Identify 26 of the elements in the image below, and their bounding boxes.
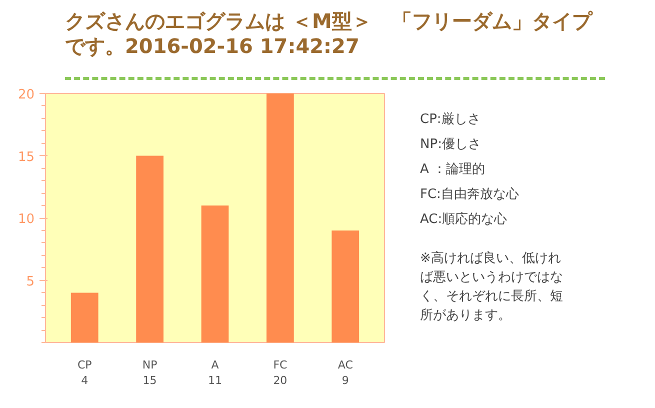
text: ※高ければ良い、低ければ悪いというわけではなく、それぞれに長所、短所があります。 — [420, 250, 564, 325]
text: NP:優しさ — [420, 136, 482, 154]
x-tick-label: A — [211, 358, 220, 372]
text: AC:順応的な心 — [420, 211, 508, 229]
data-label: 20 — [273, 374, 288, 388]
x-tick-label: AC — [338, 358, 354, 372]
bar — [266, 94, 294, 342]
y-tick-label: 20 — [18, 88, 35, 102]
data-label: 15 — [142, 374, 157, 388]
y-tick-label: 10 — [18, 212, 35, 227]
y-tick-label: 15 — [18, 150, 35, 165]
x-tick-label: FC — [273, 358, 288, 372]
bar — [70, 292, 98, 342]
x-tick-label: CP — [77, 358, 92, 372]
data-label: 9 — [342, 374, 349, 388]
text: FC:自由奔放な心 — [420, 186, 520, 204]
chart-title: クズさんのエゴグラムは ＜M型＞ 「フリーダム」タイプです。2016-02-16 17:42:27 — [65, 9, 594, 59]
text: CP:厳しさ — [420, 111, 482, 129]
data-label: 4 — [81, 374, 88, 388]
y-tick-label: 5 — [26, 274, 35, 290]
data-label: 11 — [208, 374, 222, 388]
bar — [332, 230, 360, 342]
bar — [201, 206, 229, 342]
text: A ：論理的 — [420, 161, 486, 179]
bar — [136, 156, 164, 342]
x-tick-label: NP — [142, 358, 158, 372]
